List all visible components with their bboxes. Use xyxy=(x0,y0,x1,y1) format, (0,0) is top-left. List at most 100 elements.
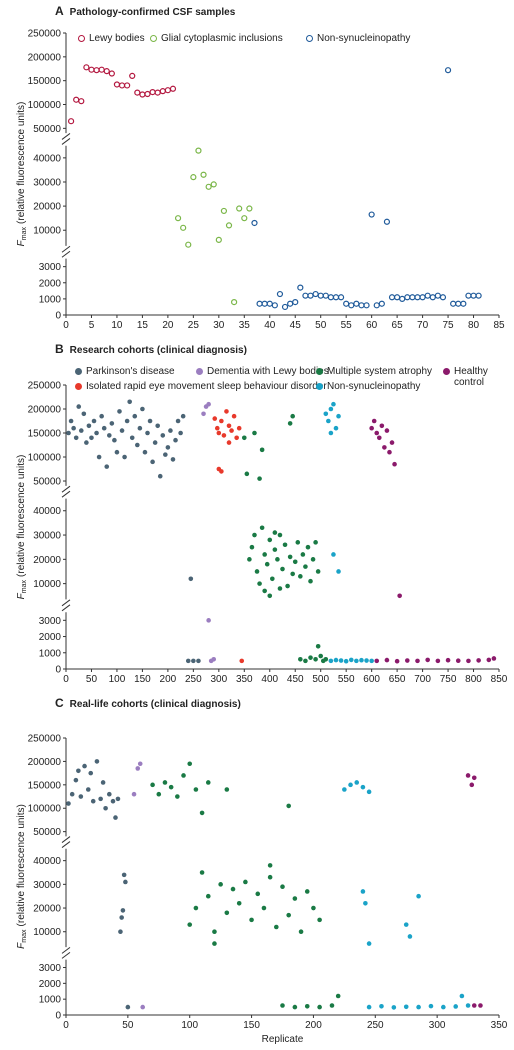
data-point xyxy=(282,542,288,548)
data-point xyxy=(453,1004,459,1009)
data-point xyxy=(405,658,410,663)
data-point xyxy=(343,300,350,307)
data-point xyxy=(191,658,196,664)
panel-title: C Real-life cohorts (clinical diagnosis) xyxy=(55,696,241,710)
data-point xyxy=(444,67,452,74)
data-point xyxy=(86,423,92,429)
data-point xyxy=(416,1004,421,1010)
data-point xyxy=(255,891,261,897)
data-point xyxy=(295,540,301,545)
data-point xyxy=(165,445,171,450)
data-point xyxy=(187,922,193,927)
axis-break xyxy=(61,599,71,607)
data-point xyxy=(407,934,413,939)
data-point xyxy=(187,761,193,767)
data-point xyxy=(403,922,409,927)
data-point xyxy=(348,302,355,309)
data-point xyxy=(359,657,364,663)
data-point xyxy=(124,82,131,89)
data-point xyxy=(353,300,360,307)
data-point xyxy=(374,430,380,436)
y-tick-label: 200000 xyxy=(28,52,62,63)
x-tick-label: 80 xyxy=(468,320,480,331)
data-point xyxy=(112,437,117,443)
axis-break xyxy=(61,836,71,843)
data-point xyxy=(323,411,329,417)
y-label-symbol: F xyxy=(16,942,27,949)
data-point xyxy=(387,449,392,455)
data-point xyxy=(478,1003,483,1008)
data-point xyxy=(276,290,284,298)
x-tick-label: 100 xyxy=(181,1020,198,1031)
x-tick-label: 40 xyxy=(264,320,276,331)
data-point xyxy=(312,290,319,298)
data-point xyxy=(338,658,344,663)
data-point xyxy=(434,292,441,299)
data-point xyxy=(297,284,304,291)
data-point xyxy=(175,418,181,424)
data-point xyxy=(73,96,80,103)
data-point xyxy=(226,423,232,429)
data-point xyxy=(286,803,291,809)
x-tick-label: 50 xyxy=(315,320,327,331)
data-point xyxy=(317,292,324,299)
data-point xyxy=(354,658,359,664)
data-point xyxy=(71,425,76,431)
x-tick-label: 350 xyxy=(491,1020,508,1031)
data-point xyxy=(262,588,267,594)
data-point xyxy=(113,81,121,88)
data-point xyxy=(218,882,223,887)
data-point xyxy=(180,224,187,231)
data-point xyxy=(450,300,457,307)
data-point xyxy=(169,85,177,92)
x-tick-label: 50 xyxy=(122,1020,134,1031)
y-tick-label: 50000 xyxy=(33,124,61,135)
x-tick-label: 400 xyxy=(261,674,278,685)
data-point xyxy=(139,91,146,98)
panel-title-text: Research cohorts (clinical diagnosis) xyxy=(70,345,247,356)
data-point xyxy=(311,905,316,911)
x-tick-label: 20 xyxy=(162,320,174,331)
legend-label: Non-synucleinopathy xyxy=(327,381,421,392)
data-point xyxy=(134,89,141,96)
data-point xyxy=(300,552,306,557)
data-point xyxy=(88,66,95,73)
data-point xyxy=(336,413,341,419)
data-point xyxy=(358,302,365,309)
x-tick-label: 15 xyxy=(137,320,149,331)
data-point xyxy=(384,657,390,663)
data-point xyxy=(439,294,447,301)
data-point xyxy=(425,657,430,663)
data-point xyxy=(94,430,99,436)
axis-break xyxy=(61,138,71,145)
data-point xyxy=(127,399,132,405)
x-tick-label: 0 xyxy=(63,674,69,685)
data-point xyxy=(366,941,372,946)
y-tick-label: 20000 xyxy=(33,555,61,566)
data-point xyxy=(122,454,127,460)
data-point xyxy=(379,423,385,429)
panel-title-text: Real-life cohorts (clinical diagnosis) xyxy=(70,699,241,710)
data-point xyxy=(89,435,94,441)
y-tick-label: 0 xyxy=(55,665,61,676)
data-point xyxy=(280,566,285,572)
data-point xyxy=(354,780,360,785)
y-tick-label: 40000 xyxy=(33,153,61,164)
data-point xyxy=(88,770,94,776)
data-point xyxy=(455,658,461,664)
data-point xyxy=(150,459,155,465)
data-point xyxy=(193,787,199,792)
x-tick-label: 150 xyxy=(134,674,151,685)
data-point xyxy=(163,452,168,457)
data-point xyxy=(252,532,257,538)
legend-item: Healthy control xyxy=(443,366,503,388)
data-point xyxy=(226,440,232,445)
data-point xyxy=(224,787,230,792)
data-point xyxy=(318,653,324,659)
data-point xyxy=(465,773,471,778)
data-point xyxy=(243,879,248,885)
data-point xyxy=(118,82,126,89)
data-point xyxy=(140,1004,146,1010)
data-point xyxy=(310,557,316,562)
data-point xyxy=(465,1003,471,1008)
